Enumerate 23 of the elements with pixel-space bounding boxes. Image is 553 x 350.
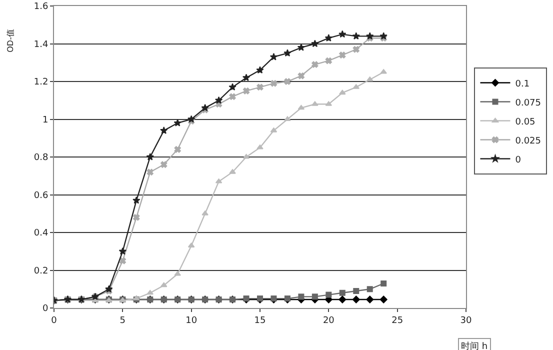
y-tick-label: 0 <box>42 304 48 314</box>
y-tick-label: 0.8 <box>34 153 48 164</box>
y-axis-title: OD-值 <box>6 29 16 52</box>
y-tick-label: 0.6 <box>34 190 48 201</box>
x-tick-label: 25 <box>392 316 404 326</box>
legend-label: 0 <box>515 155 522 166</box>
x-axis-title: 时间 h <box>461 341 488 350</box>
x-tick-label: 5 <box>120 316 126 326</box>
x-tick-label: 0 <box>51 316 58 326</box>
x-tick-label: 20 <box>322 316 335 326</box>
x-tick-label: 15 <box>254 316 266 326</box>
x-tick-label: 30 <box>460 316 472 326</box>
y-tick-label: 1.6 <box>34 2 48 12</box>
y-tick-label: 1.4 <box>34 40 48 50</box>
legend-label: 0.05 <box>515 117 536 128</box>
y-tick-label: 1.2 <box>34 78 48 88</box>
legend-label: 0.1 <box>515 79 530 90</box>
y-tick-label: 1 <box>42 115 48 126</box>
legend-label: 0.075 <box>515 98 542 108</box>
legend-label: 0.025 <box>515 136 542 146</box>
y-tick-label: 0.2 <box>34 266 48 276</box>
x-tick-label: 10 <box>186 316 198 326</box>
y-tick-label: 0.4 <box>34 228 48 239</box>
